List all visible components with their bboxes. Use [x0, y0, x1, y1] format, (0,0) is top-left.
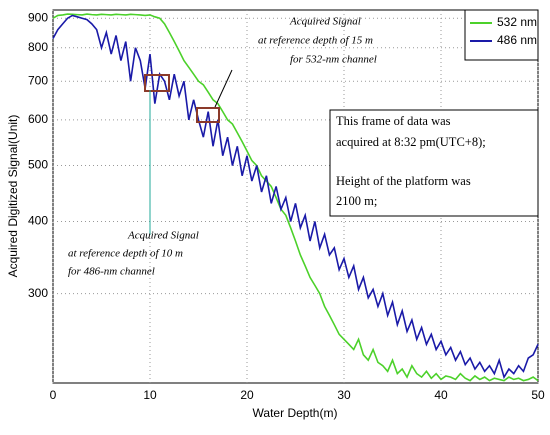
legend-label: 486 nm [497, 33, 537, 47]
y-tick-label: 600 [28, 112, 48, 126]
y-tick-label: 500 [28, 158, 48, 172]
legend-label: 532 nm [497, 15, 537, 29]
annotation: for 486-nm channel [68, 266, 155, 278]
x-tick-label: 0 [50, 388, 57, 402]
x-tick-label: 10 [143, 388, 157, 402]
annotation: for 532-nm channel [290, 54, 377, 66]
y-tick-label: 800 [28, 40, 48, 54]
ref-box [144, 74, 170, 92]
info-text: 2100 m; [336, 194, 377, 208]
series-line [52, 14, 539, 380]
info-text: This frame of data was [336, 114, 451, 128]
y-tick-label: 700 [28, 73, 48, 87]
y-tick-label: 900 [28, 10, 48, 24]
x-tick-label: 30 [337, 388, 351, 402]
x-tick-label: 20 [240, 388, 254, 402]
info-text: Height of the platform was [336, 174, 471, 188]
y-axis-label: Acquired Digitized Signal(Unit) [6, 115, 20, 278]
annotation: Acquired Signal [127, 230, 199, 242]
annotation: at reference depth of 10 m [68, 248, 183, 260]
y-tick-label: 400 [28, 214, 48, 228]
x-tick-label: 40 [434, 388, 448, 402]
arrow [214, 69, 233, 108]
annotation: Acquired Signal [289, 16, 361, 28]
legend-box [464, 9, 539, 61]
info-text: acquired at 8:32 pm(UTC+8); [336, 135, 486, 149]
x-axis-label: Water Depth(m) [253, 406, 338, 420]
ref-box [196, 107, 220, 123]
info-box [329, 109, 539, 217]
series-line [52, 13, 539, 382]
annotation: at reference depth of 15 m [258, 35, 373, 47]
y-tick-label: 300 [28, 286, 48, 300]
x-tick-label: 50 [531, 388, 545, 402]
